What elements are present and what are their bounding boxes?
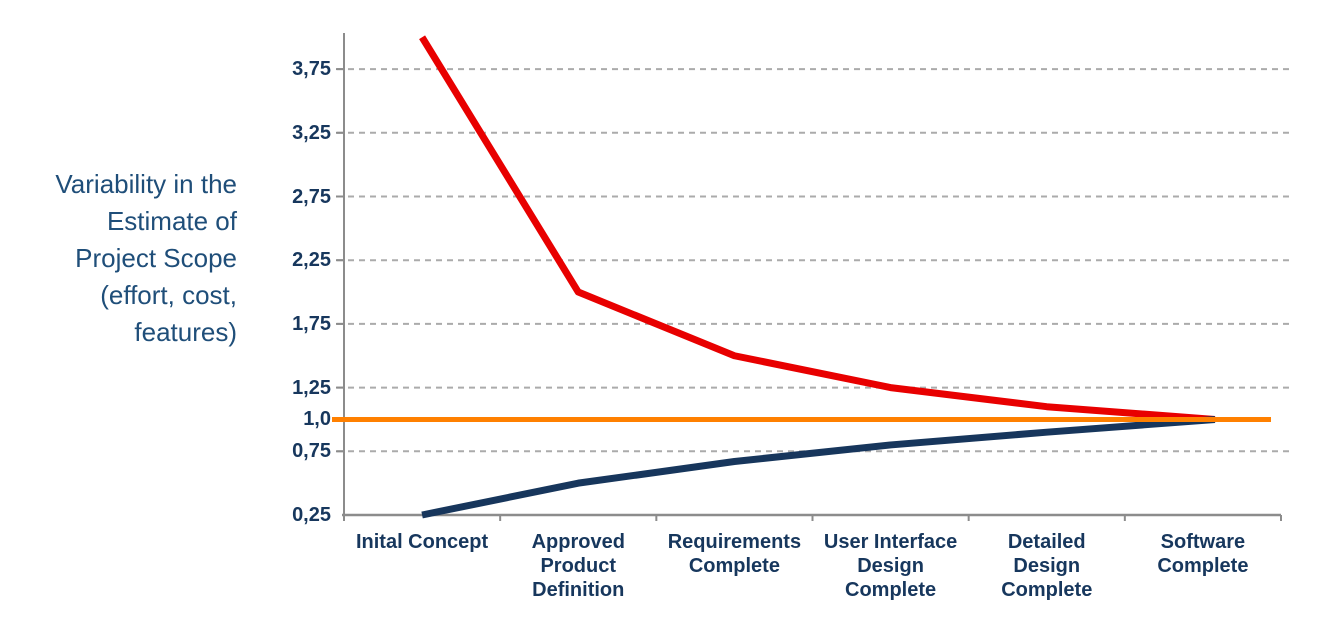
y-axis-title: Variability in the Estimate of Project Sco…	[0, 166, 237, 351]
y-tick-label: 2,75	[292, 185, 331, 208]
x-category-label: Detailed Design Complete	[1001, 531, 1093, 601]
y-axis-title-line: features)	[134, 317, 237, 347]
y-tick-label: 3,25	[292, 121, 331, 144]
y-axis-title-line: Project Scope	[75, 243, 237, 273]
x-category-label: Approved Product Definition	[531, 531, 625, 601]
series-line-high-estimate	[419, 35, 1216, 423]
y-tick-label: 0,75	[292, 440, 331, 463]
y-axis-title-line: Variability in the	[55, 169, 237, 199]
y-tick-label: 0,25	[292, 504, 331, 526]
y-axis-title-line: Estimate of	[106, 206, 237, 236]
y-tick-label: 3,75	[292, 58, 331, 81]
x-category-label: Inital Concept	[355, 531, 489, 553]
series-line-low-estimate	[421, 415, 1216, 519]
x-category-label: User Interface Design Complete	[823, 531, 958, 601]
x-category-label: Software Complete	[1157, 531, 1249, 577]
x-category-label: Requirements Complete	[667, 531, 802, 577]
y-tick-label: 1,0	[303, 408, 331, 431]
y-tick-label: 1,25	[292, 376, 331, 399]
y-tick-label: 1,75	[292, 312, 331, 335]
y-tick-label: 2,25	[292, 249, 331, 272]
y-axis-title-line: (effort, cost,	[100, 280, 237, 310]
